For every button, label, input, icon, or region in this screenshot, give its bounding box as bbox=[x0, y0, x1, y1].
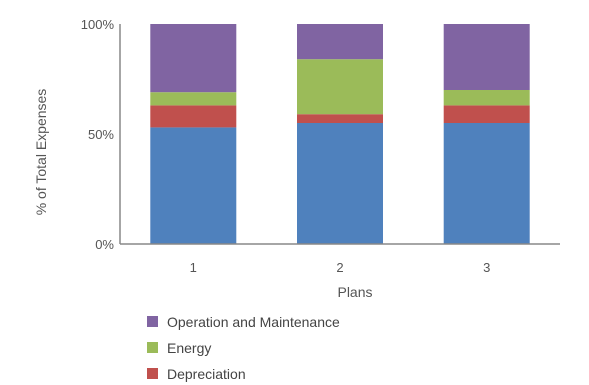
bar-segment-plan-2-series-0 bbox=[297, 123, 383, 244]
y-tick-label: 50% bbox=[88, 127, 114, 142]
x-axis-title: Plans bbox=[337, 284, 372, 300]
bar-segment-plan-3-series-2 bbox=[443, 90, 530, 106]
legend-label: Depreciation bbox=[167, 366, 246, 382]
bar-segment-plan-1-series-1 bbox=[150, 105, 237, 128]
bar-segment-plan-2-series-3 bbox=[297, 24, 383, 60]
x-tick-label: 3 bbox=[483, 260, 490, 275]
x-tick-label: 2 bbox=[336, 260, 343, 275]
legend: Operation and Maintenance Energy Depreciat… bbox=[147, 314, 340, 382]
y-tick-label: 100% bbox=[81, 17, 115, 32]
bars-layer bbox=[150, 24, 530, 244]
legend-swatch bbox=[147, 316, 158, 327]
legend-swatch bbox=[147, 368, 158, 379]
legend-swatch bbox=[147, 342, 158, 353]
y-tick-label: 0% bbox=[95, 237, 114, 252]
legend-label: Energy bbox=[167, 340, 211, 356]
bar-segment-plan-3-series-3 bbox=[443, 24, 530, 90]
bar-segment-plan-1-series-2 bbox=[150, 92, 237, 106]
axis-layer bbox=[119, 24, 560, 245]
y-axis-title: % of Total Expenses bbox=[33, 89, 49, 216]
bar-segment-plan-3-series-0 bbox=[443, 123, 530, 244]
y-tick-labels: 0% 50% 100% bbox=[81, 17, 115, 252]
x-tick-label: 1 bbox=[190, 260, 197, 275]
bar-segment-plan-1-series-3 bbox=[150, 24, 237, 93]
bar-segment-plan-2-series-1 bbox=[297, 114, 383, 123]
bar-segment-plan-1-series-0 bbox=[150, 127, 237, 244]
bar-segment-plan-3-series-1 bbox=[443, 105, 530, 123]
legend-label: Operation and Maintenance bbox=[167, 314, 340, 330]
x-tick-labels: 1 2 3 bbox=[190, 260, 491, 275]
bar-segment-plan-2-series-2 bbox=[297, 59, 383, 115]
